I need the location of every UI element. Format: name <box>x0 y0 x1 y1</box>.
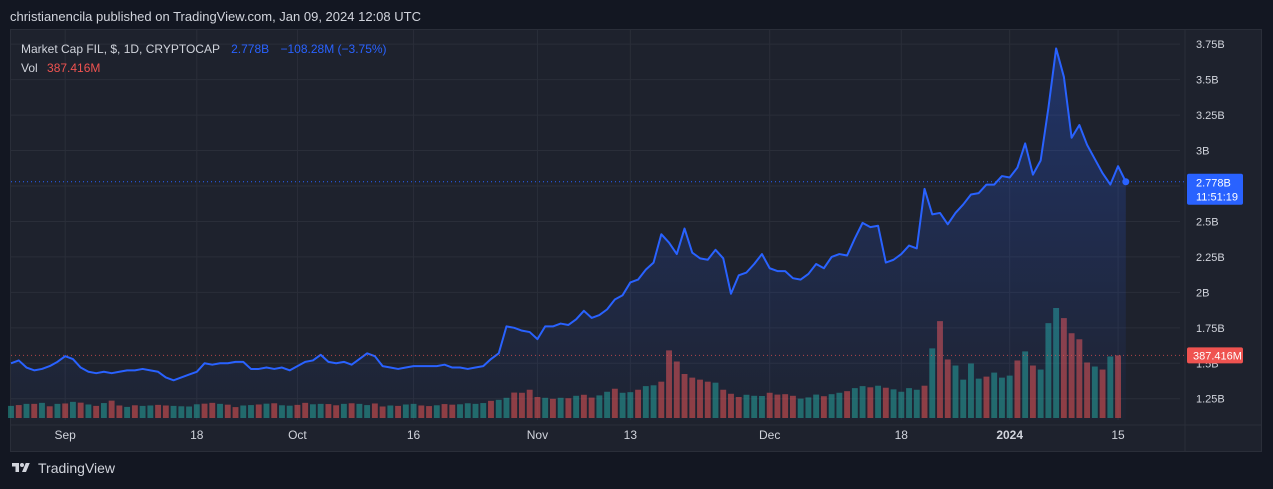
y-tick-label: 3.75B <box>1196 39 1225 51</box>
x-tick-label: Oct <box>288 428 307 442</box>
legend-volume-label: Vol <box>21 61 38 75</box>
legend-title: Market Cap FIL, $, 1D, CRYPTOCAP <box>21 42 220 56</box>
x-tick-label: 15 <box>1111 428 1125 442</box>
last-price-countdown: 11:51:19 <box>1196 192 1238 204</box>
tradingview-logo-icon <box>12 463 30 472</box>
x-tick-label: Nov <box>527 428 548 442</box>
x-tick-label: Dec <box>759 428 780 442</box>
published-caption: christianencila published on TradingView… <box>10 9 421 24</box>
legend-value: 2.778B <box>231 42 270 56</box>
y-tick-label: 2.5B <box>1196 216 1219 228</box>
y-tick-label: 3.25B <box>1196 110 1225 122</box>
legend-volume-value: 387.416M <box>47 61 101 75</box>
last-price-tag <box>1187 173 1243 205</box>
x-tick-label: 2024 <box>996 428 1023 442</box>
footer[interactable]: TradingView <box>10 460 115 476</box>
y-tick-label: 1.75B <box>1196 323 1225 335</box>
axes: 1.25B1.5B1.75B2B2.25B2.5B2.75B3B3.25B3.5… <box>11 30 1262 452</box>
x-tick-label: 13 <box>624 428 638 442</box>
y-tick-label: 1.25B <box>1196 394 1225 406</box>
x-tick-label: Sep <box>55 428 77 442</box>
y-tick-label: 3.5B <box>1196 75 1219 87</box>
x-tick-label: 18 <box>895 428 909 442</box>
y-tick-label: 2.25B <box>1196 252 1225 264</box>
x-tick-label: 18 <box>190 428 204 442</box>
price-series-line[interactable] <box>10 47 1127 382</box>
chart-legend: Market Cap FIL, $, 1D, CRYPTOCAP 2.778B … <box>21 40 387 78</box>
last-price-tag-value: 2.778B <box>1196 178 1231 190</box>
legend-change: −108.28M (−3.75%) <box>280 42 387 56</box>
y-tick-label: 2B <box>1196 287 1209 299</box>
footer-brand: TradingView <box>38 460 116 476</box>
price-area-fill <box>11 48 1126 420</box>
x-tick-label: 16 <box>407 428 421 442</box>
price-area <box>11 48 1126 420</box>
last-price-dot <box>1122 178 1130 186</box>
last-volume-tag-value: 387.416M <box>1193 350 1242 362</box>
y-tick-label: 3B <box>1196 146 1209 158</box>
price-tags: 2.778B 11:51:19 387.416M <box>11 173 1243 364</box>
price-line <box>10 47 1130 382</box>
last-volume-tag <box>1187 347 1243 364</box>
